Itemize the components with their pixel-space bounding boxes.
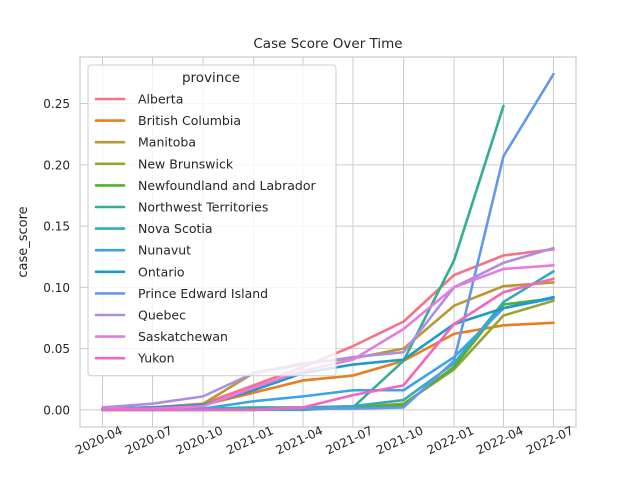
y-tick-labels: 0.00 0.05 0.10 0.15 0.20 0.25 xyxy=(43,97,70,417)
plot-frame xyxy=(79,56,577,428)
legend-label: Alberta xyxy=(138,92,183,107)
legend-label: Nova Scotia xyxy=(138,221,213,236)
y-tick-label: 0.15 xyxy=(43,220,70,234)
y-tick-label: 0.00 xyxy=(43,403,70,417)
legend-item: Quebec xyxy=(94,308,186,323)
legend-items: Alberta British Columbia Manitoba New Bruns… xyxy=(94,92,316,366)
legend-item: Nova Scotia xyxy=(94,221,213,236)
legend-label: New Brunswick xyxy=(138,156,234,171)
y-tick-label: 0.25 xyxy=(43,97,70,111)
legend-item: Saskatchewan xyxy=(94,329,228,344)
legend-label: Prince Edward Island xyxy=(138,286,268,301)
series-line-yukon xyxy=(101,277,555,412)
legend-item: British Columbia xyxy=(94,113,241,128)
legend-item: Manitoba xyxy=(94,135,196,150)
legend-label: Northwest Territories xyxy=(138,200,268,215)
y-tick-label: 0.20 xyxy=(43,158,70,172)
legend-box xyxy=(87,64,337,377)
legend-label: Quebec xyxy=(138,308,186,323)
legend-item: Northwest Territories xyxy=(94,200,268,215)
legend-item: Prince Edward Island xyxy=(94,286,268,301)
chart-title: Case Score Over Time xyxy=(253,36,402,52)
legend-item: Ontario xyxy=(94,264,185,279)
legend-label: Ontario xyxy=(138,264,185,279)
legend-item: Yukon xyxy=(94,351,175,366)
legend-label: Yukon xyxy=(137,351,175,366)
legend-item: New Brunswick xyxy=(94,156,234,171)
legend-label: Saskatchewan xyxy=(138,329,228,344)
legend-label: Nunavut xyxy=(138,243,191,258)
y-tick-label: 0.05 xyxy=(43,342,70,356)
y-axis-label: case_score xyxy=(16,206,31,277)
legend-item: Newfoundland and Labrador xyxy=(94,178,316,193)
legend-label: Newfoundland and Labrador xyxy=(138,178,316,193)
legend-title: province xyxy=(182,70,240,86)
legend-label: British Columbia xyxy=(138,113,241,128)
legend-item: Nunavut xyxy=(94,243,191,258)
legend: province Alberta British Columbia Manitoba… xyxy=(87,64,337,377)
y-tick-label: 0.10 xyxy=(43,281,70,295)
legend-label: Manitoba xyxy=(138,135,196,150)
legend-item: Alberta xyxy=(94,92,183,107)
